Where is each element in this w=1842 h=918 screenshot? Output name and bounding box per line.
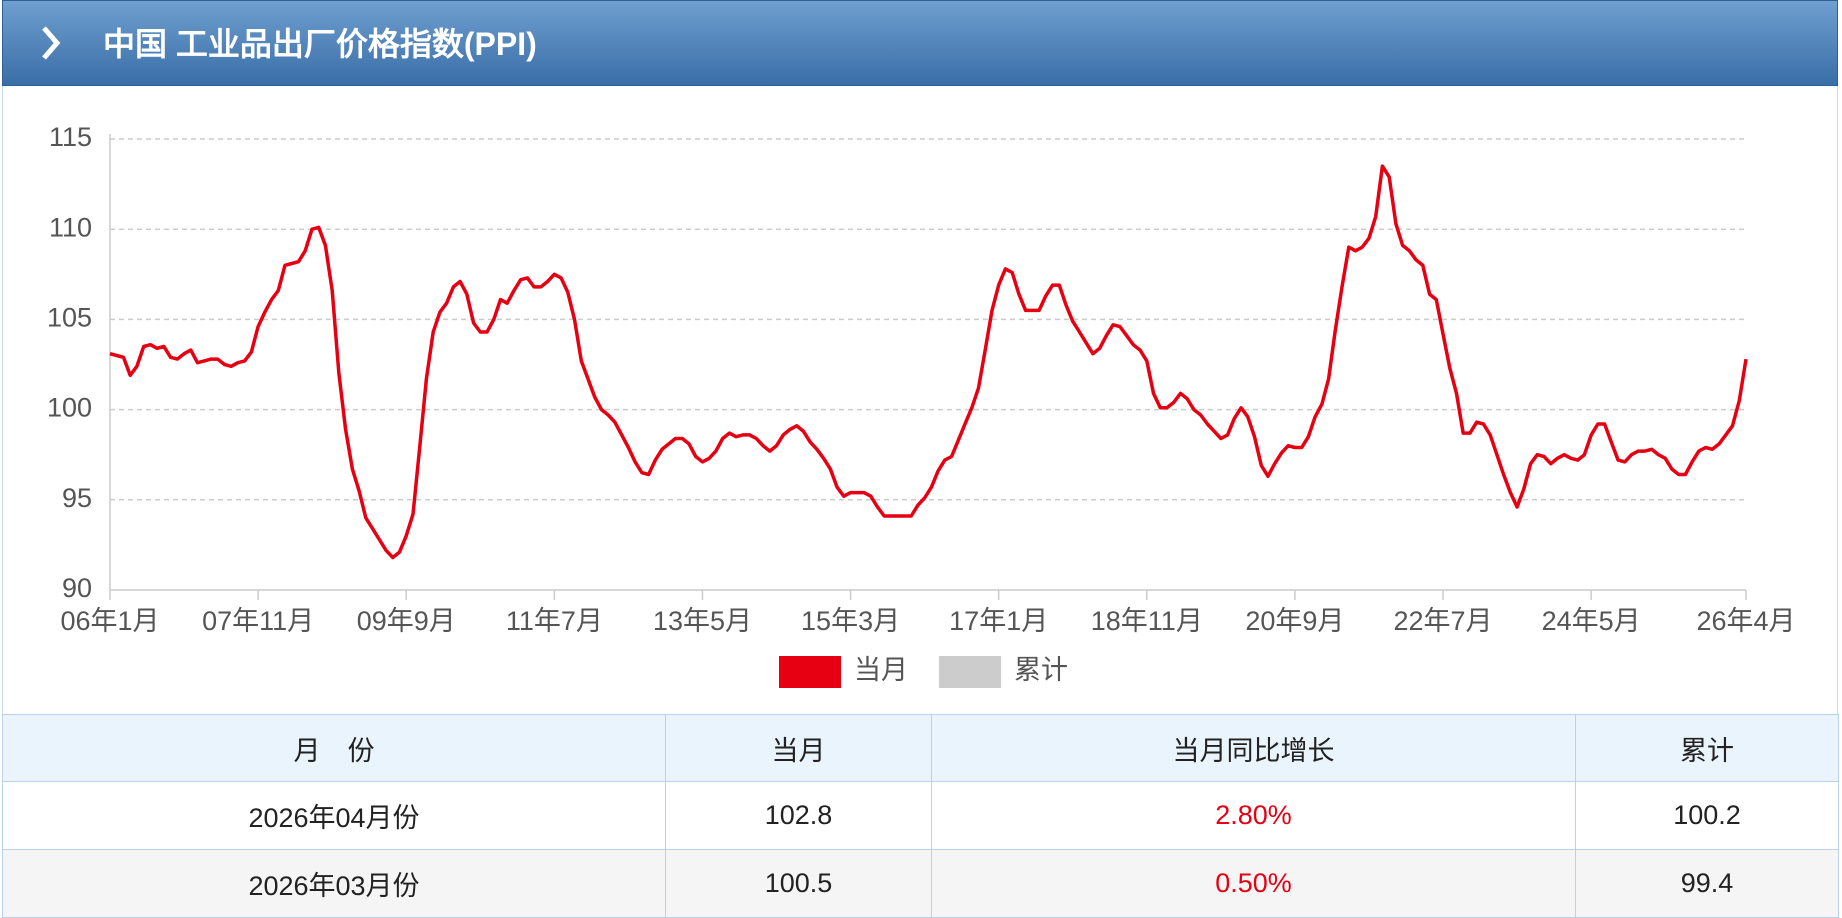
x-tick-label: 15年3月 <box>801 606 900 636</box>
header-bar: 中国 工业品出厂价格指数(PPI) <box>2 0 1838 86</box>
header-cell: 月 份 <box>2 714 666 782</box>
x-tick-label: 22年7月 <box>1394 606 1493 636</box>
cell: 100.2 <box>1575 781 1839 850</box>
y-tick-label: 95 <box>62 483 92 513</box>
cell: 102.8 <box>665 781 932 850</box>
x-tick-label: 09年9月 <box>357 606 456 636</box>
line-series <box>109 164 1748 560</box>
cell: 2026年04月份 <box>2 781 666 850</box>
title: 中国 工业品出厂价格指数(PPI) <box>103 26 537 62</box>
x-tick-label: 18年11月 <box>1091 606 1203 636</box>
data-table: 月 份 当月 当月同比增长 累计 2026年04月份 102.8 2.80% 1… <box>2 714 1839 918</box>
y-tick-label: 90 <box>62 573 92 603</box>
legend-swatch <box>779 656 841 688</box>
x-tick-label: 11年7月 <box>506 606 603 636</box>
cell: 99.4 <box>1575 849 1839 918</box>
cell: 2026年03月份 <box>2 849 666 918</box>
cell: 100.5 <box>665 849 932 918</box>
x-tick-label: 17年1月 <box>949 606 1048 636</box>
y-tick-label: 110 <box>49 212 92 242</box>
table-header: 月 份 当月 当月同比增长 累计 <box>2 714 1839 782</box>
header-cell: 当月 <box>665 714 932 782</box>
chart-box: 90 95 100 105 110 115 06年1月 07年11月 09年9月 11年7月 13年… <box>2 86 1838 714</box>
cell: 0.50% <box>931 849 1576 918</box>
x-tick-label: 06年1月 <box>60 606 159 636</box>
cell: 2.80% <box>931 781 1576 850</box>
y-tick-label: 115 <box>49 122 92 152</box>
x-tick-label: 07年11月 <box>202 606 314 636</box>
table-row: 2026年03月份 100.5 0.50% 99.4 <box>2 849 1839 918</box>
legend-swatch <box>939 656 1001 688</box>
table-row: 2026年04月份 102.8 2.80% 100.2 <box>2 781 1839 850</box>
chart: 90 95 100 105 110 115 06年1月 07年11月 09年9月 11年7月 13年… <box>47 122 1796 688</box>
x-tick-label: 24年5月 <box>1542 606 1641 636</box>
header-cell: 累计 <box>1575 714 1839 782</box>
x-tick-label: 13年5月 <box>653 606 752 636</box>
arrow-icon <box>42 26 61 60</box>
y-tick-label: 100 <box>47 393 92 423</box>
legend-label: 当月 <box>854 655 908 685</box>
header-cell: 当月同比增长 <box>931 714 1576 782</box>
x-tick-label: 26年4月 <box>1696 606 1795 636</box>
x-tick-label: 20年9月 <box>1245 606 1344 636</box>
legend-label: 累计 <box>1014 655 1068 685</box>
y-tick-label: 105 <box>47 303 92 333</box>
